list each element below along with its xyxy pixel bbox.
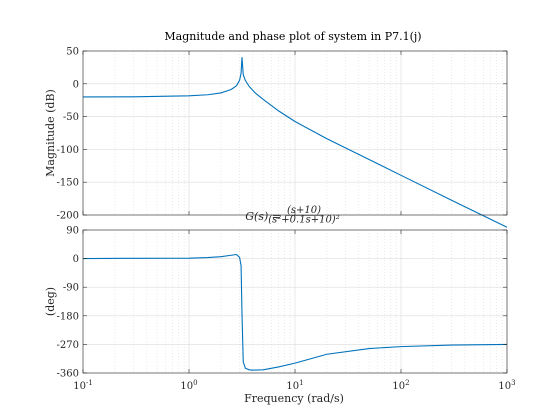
- x-axis-label: Frequency (rad/s): [244, 392, 344, 405]
- y-tick-label: -100: [57, 145, 79, 156]
- y-tick-label: 50: [66, 47, 79, 58]
- transfer-function-annotation: G(s) = (s+10) (s²+0.1s+10)²: [245, 205, 339, 226]
- y-tick-label: 0: [73, 254, 79, 265]
- magnitude-line: [82, 57, 508, 228]
- y-axis-label: (deg): [44, 287, 57, 316]
- y-tick-label: -180: [57, 311, 79, 322]
- y-tick-label: 90: [66, 226, 79, 237]
- x-tick-label: 10-1: [73, 379, 93, 392]
- y-tick-label: -200: [57, 211, 79, 222]
- x-tick-label: 103: [498, 379, 515, 392]
- annotation-denominator: (s²+0.1s+10)²: [268, 215, 339, 226]
- annotation-numerator: (s+10): [287, 205, 321, 216]
- x-tick-label: 101: [286, 379, 303, 392]
- y-tick-label: -270: [57, 340, 79, 351]
- x-tick-label: 102: [392, 379, 409, 392]
- y-tick-label: -150: [57, 178, 79, 189]
- phase-line: [82, 253, 508, 371]
- chart-title: Magnitude and phase plot of system in P7…: [164, 30, 421, 43]
- y-tick-label: -90: [63, 283, 79, 294]
- phase-panel: 90 0 -90 -180 -270 -360 (deg) 10-1 100 101 102 103: [44, 226, 516, 393]
- magnitude-panel: 50 0 -50 -100 -150 -200 Magnitude (dB): [44, 47, 508, 228]
- y-axis-label: Magnitude (dB): [44, 89, 57, 177]
- y-tick-label: -360: [57, 369, 79, 380]
- y-tick-label: -50: [63, 112, 79, 123]
- y-tick-label: 0: [73, 79, 79, 90]
- x-tick-label: 100: [180, 379, 197, 392]
- annotation-lhs: G(s) =: [245, 210, 281, 223]
